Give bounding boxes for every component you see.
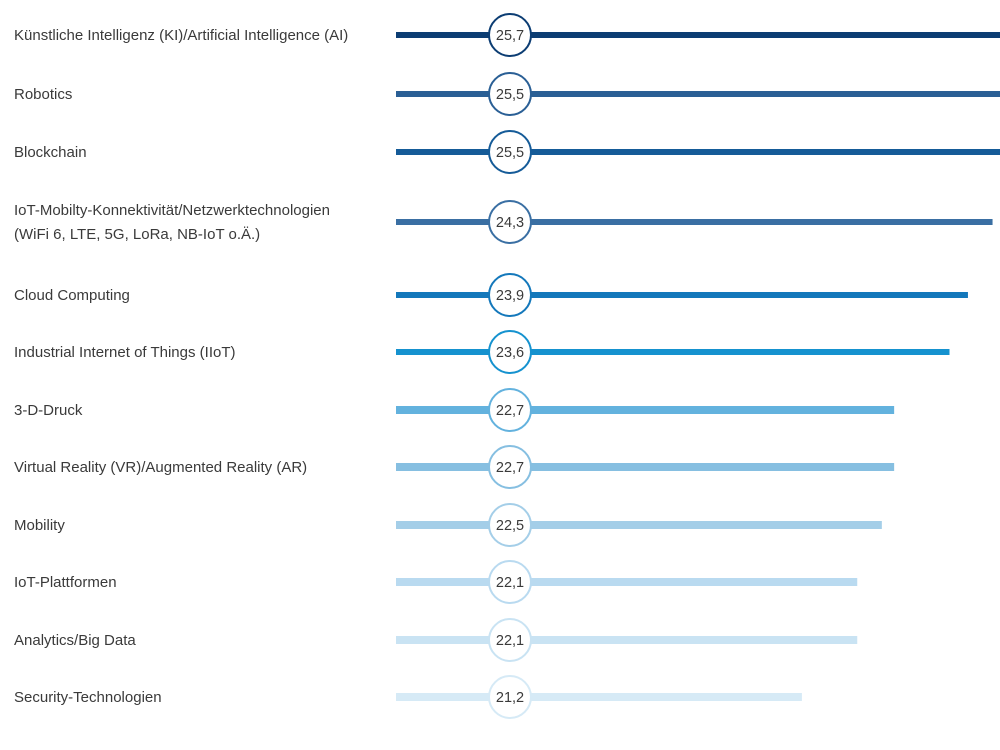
- value-circle: [488, 200, 532, 244]
- category-label: Virtual Reality (VR)/Augmented Reality (…: [14, 459, 307, 476]
- value-label: 25,5: [496, 145, 524, 161]
- category-label: IoT-Mobilty-Konnektivität/Netzwerktechno…: [14, 202, 330, 219]
- value-circle: [488, 13, 532, 57]
- value-label: 22,1: [496, 633, 524, 649]
- value-label: 23,6: [496, 345, 524, 361]
- value-label: 22,1: [496, 575, 524, 591]
- value-label: 21,2: [496, 690, 524, 706]
- category-label: Mobility: [14, 517, 65, 534]
- category-label: (WiFi 6, LTE, 5G, LoRa, NB-IoT o.Ä.): [14, 226, 260, 243]
- value-label: 23,9: [496, 288, 524, 304]
- category-label: Security-Technologien: [14, 689, 162, 706]
- value-circle: [488, 618, 532, 662]
- value-label: 22,7: [496, 460, 524, 476]
- value-circle: [488, 330, 532, 374]
- category-label: Cloud Computing: [14, 287, 130, 304]
- category-label: Künstliche Intelligenz (KI)/Artificial I…: [14, 27, 348, 44]
- category-label: IoT-Plattformen: [14, 574, 117, 591]
- value-circle: [488, 675, 532, 719]
- category-label: Robotics: [14, 86, 72, 103]
- value-label: 22,5: [496, 518, 524, 534]
- value-circle: [488, 273, 532, 317]
- category-label: Industrial Internet of Things (IIoT): [14, 344, 236, 361]
- value-circle: [488, 560, 532, 604]
- category-label: Blockchain: [14, 144, 87, 161]
- value-label: 24,3: [496, 215, 524, 231]
- value-circle: [488, 388, 532, 432]
- value-circle: [488, 130, 532, 174]
- category-label: 3-D-Druck: [14, 402, 83, 419]
- value-circle: [488, 503, 532, 547]
- value-label: 25,7: [496, 28, 524, 44]
- value-label: 25,5: [496, 87, 524, 103]
- value-circle: [488, 445, 532, 489]
- value-label: 22,7: [496, 403, 524, 419]
- value-circle: [488, 72, 532, 116]
- category-label: Analytics/Big Data: [14, 632, 136, 649]
